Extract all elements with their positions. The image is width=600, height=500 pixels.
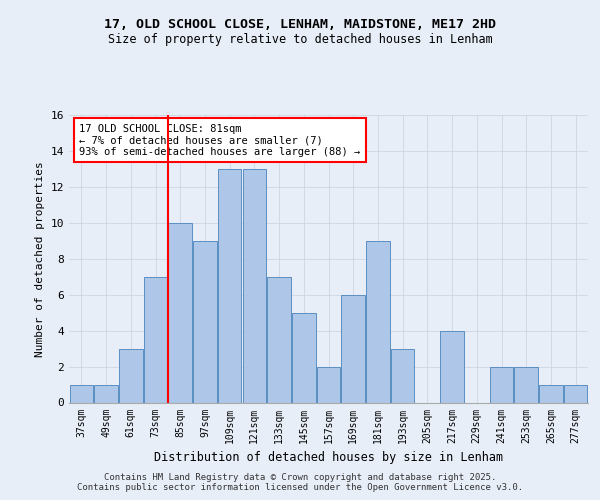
Text: Contains HM Land Registry data © Crown copyright and database right 2025.
Contai: Contains HM Land Registry data © Crown c… bbox=[77, 473, 523, 492]
Text: Size of property relative to detached houses in Lenham: Size of property relative to detached ho… bbox=[107, 32, 493, 46]
Bar bbox=[292, 312, 316, 402]
Bar bbox=[242, 169, 266, 402]
Bar bbox=[169, 223, 192, 402]
Bar bbox=[539, 384, 563, 402]
Bar bbox=[564, 384, 587, 402]
Bar bbox=[317, 366, 340, 402]
X-axis label: Distribution of detached houses by size in Lenham: Distribution of detached houses by size … bbox=[154, 451, 503, 464]
Bar bbox=[218, 169, 241, 402]
Bar bbox=[514, 366, 538, 402]
Text: 17 OLD SCHOOL CLOSE: 81sqm
← 7% of detached houses are smaller (7)
93% of semi-d: 17 OLD SCHOOL CLOSE: 81sqm ← 7% of detac… bbox=[79, 124, 361, 157]
Bar bbox=[70, 384, 93, 402]
Bar bbox=[268, 276, 291, 402]
Bar bbox=[94, 384, 118, 402]
Bar bbox=[119, 348, 143, 403]
Bar bbox=[366, 241, 389, 402]
Bar bbox=[193, 241, 217, 402]
Bar bbox=[391, 348, 415, 403]
Bar bbox=[440, 330, 464, 402]
Bar bbox=[144, 276, 167, 402]
Bar bbox=[490, 366, 513, 402]
Bar bbox=[341, 294, 365, 403]
Y-axis label: Number of detached properties: Number of detached properties bbox=[35, 161, 45, 356]
Text: 17, OLD SCHOOL CLOSE, LENHAM, MAIDSTONE, ME17 2HD: 17, OLD SCHOOL CLOSE, LENHAM, MAIDSTONE,… bbox=[104, 18, 496, 30]
